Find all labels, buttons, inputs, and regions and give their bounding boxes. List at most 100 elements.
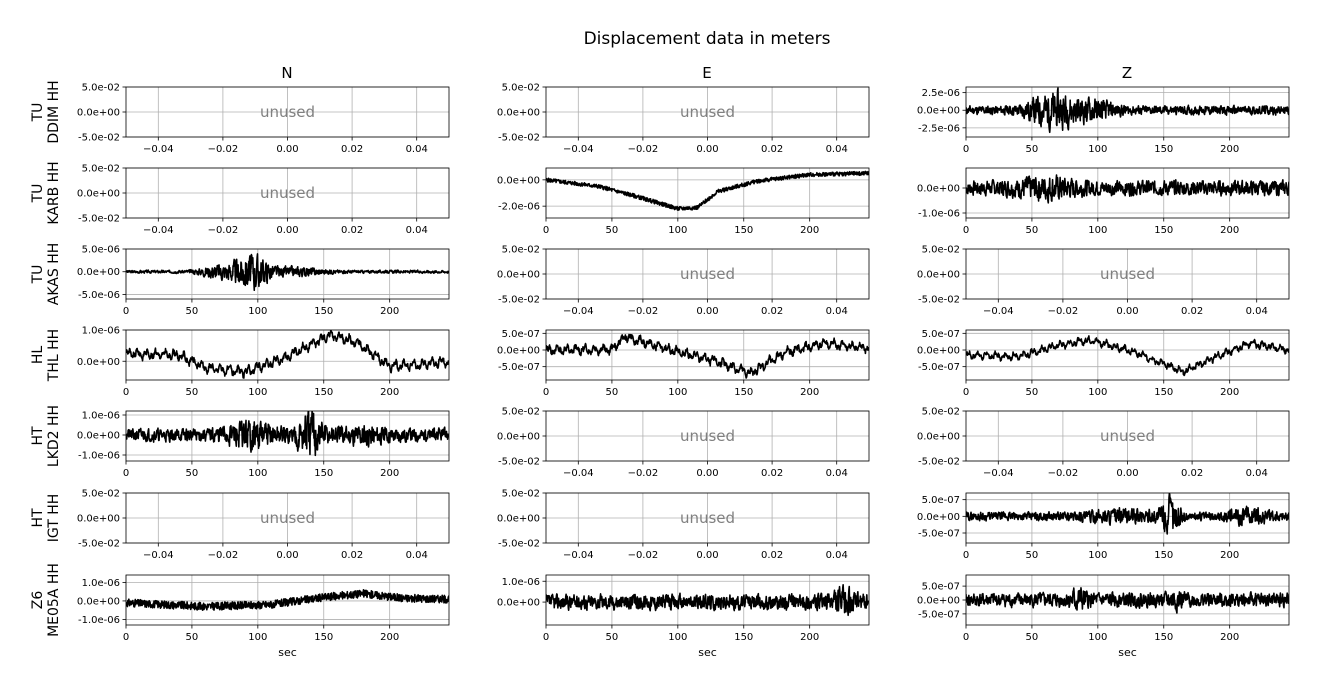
y-tick-label: 0.0e+00 xyxy=(77,431,120,442)
unused-label: unused xyxy=(260,184,315,202)
y-tick-label: 5.0e-07 xyxy=(922,582,960,593)
y-tick-label: 0.0e+00 xyxy=(917,106,960,117)
x-tick-label: 50 xyxy=(606,632,619,643)
y-tick-label: -5.0e-02 xyxy=(498,295,540,306)
y-tick-label: -5.0e-02 xyxy=(78,214,120,225)
x-tick-label: 0.04 xyxy=(826,468,848,479)
row-label-0: TU DDIM HH xyxy=(30,80,62,143)
panel-me05a-e: 0 50 100 150 200 1.0e-06 0.0e+00 sec xyxy=(497,574,870,659)
x-tick-label: 0.02 xyxy=(1181,468,1203,479)
row-network-label: Z6 xyxy=(30,591,46,610)
x-tick-label: 200 xyxy=(800,387,819,398)
y-tick-label: 0.0e+00 xyxy=(917,184,960,195)
x-tick-label: 150 xyxy=(1154,550,1173,561)
waveform-trace xyxy=(126,253,449,292)
x-tick-label: 200 xyxy=(1220,387,1239,398)
x-tick-label: 0.02 xyxy=(761,468,783,479)
x-tick-label: 0.00 xyxy=(276,550,298,561)
panel-me05a-z: 0 50 100 150 200 5.0e-07 0.0e+00 -5.0e-07 sec xyxy=(917,574,1290,659)
x-tick-label: −0.02 xyxy=(1048,306,1079,317)
x-tick-label: 50 xyxy=(1026,632,1039,643)
row-station-label: KARB HH xyxy=(46,161,62,224)
row-station-label: IGT HH xyxy=(46,494,62,543)
x-tick-label: 0 xyxy=(123,632,129,643)
y-tick-label: 0.0e+00 xyxy=(497,175,540,186)
panel-ddim-n: −0.04 −0.02 0.00 0.02 0.04 5.0e-02 0.0e+00 -5.0… xyxy=(77,83,450,155)
y-tick-label: -5.0e-07 xyxy=(918,529,960,540)
y-tick-label: -5.0e-02 xyxy=(78,133,120,144)
panel-igt-n: −0.04 −0.02 0.00 0.02 0.04 5.0e-02 0.0e+00 -5.0… xyxy=(77,489,450,561)
panel-frame xyxy=(125,86,450,138)
x-tick-label: −0.04 xyxy=(983,306,1014,317)
x-tick-label: 150 xyxy=(314,632,333,643)
x-tick-label: −0.02 xyxy=(208,550,239,561)
x-tick-label: 200 xyxy=(380,387,399,398)
x-tick-label: 0.00 xyxy=(696,306,718,317)
x-tick-label: 50 xyxy=(1026,550,1039,561)
row-network-label: HL xyxy=(30,346,46,365)
x-tick-label: 0.00 xyxy=(1116,468,1138,479)
x-tick-label: 100 xyxy=(248,306,267,317)
y-tick-label: 5.0e-02 xyxy=(82,489,120,500)
row-station-label: DDIM HH xyxy=(46,80,62,143)
panel-frame xyxy=(965,167,1290,219)
x-tick-label: 200 xyxy=(1220,550,1239,561)
waveform-trace xyxy=(546,333,869,379)
panel-frame xyxy=(965,86,1290,138)
x-tick-label: 0 xyxy=(123,306,129,317)
y-tick-label: 5.0e-07 xyxy=(922,495,960,506)
panel-frame xyxy=(545,86,870,138)
panel-thl-n: 0 50 100 150 200 1.0e-06 0.0e+00 xyxy=(77,326,450,398)
y-tick-label: -5.0e-02 xyxy=(498,133,540,144)
y-tick-label: 0.0e+00 xyxy=(497,432,540,443)
row-label-4: HT LKD2 HH xyxy=(30,405,62,467)
panel-karb-z: 0 50 100 150 200 0.0e+00 -1.0e-06 xyxy=(917,167,1290,236)
waveform-trace xyxy=(126,330,449,379)
row-station-label: AKAS HH xyxy=(46,243,62,305)
x-tick-label: 200 xyxy=(1220,144,1239,155)
y-tick-label: 5.0e-07 xyxy=(502,329,540,340)
y-tick-label: 0.0e+00 xyxy=(77,267,120,278)
x-tick-label: 50 xyxy=(1026,144,1039,155)
y-tick-label: 5.0e-02 xyxy=(922,407,960,418)
x-tick-label: 100 xyxy=(248,468,267,479)
waveform-trace xyxy=(546,170,869,211)
x-tick-label: 50 xyxy=(186,306,199,317)
x-tick-label: 0.04 xyxy=(826,306,848,317)
panel-frame xyxy=(965,410,1290,462)
row-label-1: TU KARB HH xyxy=(30,161,62,224)
x-tick-label: 100 xyxy=(668,387,687,398)
panel-ddim-z: 0 50 100 150 200 2.5e-06 0.0e+00 -2.5e-06 xyxy=(917,86,1290,155)
panel-akas-e: −0.04 −0.02 0.00 0.02 0.04 5.0e-02 0.0e+00 -5.0… xyxy=(497,245,870,317)
y-tick-label: 1.0e-06 xyxy=(502,577,540,588)
unused-label: unused xyxy=(260,509,315,527)
row-label-2: TU AKAS HH xyxy=(30,243,62,305)
panel-karb-n: −0.04 −0.02 0.00 0.02 0.04 5.0e-02 0.0e+00 -5.0… xyxy=(77,164,450,236)
x-tick-label: 0 xyxy=(123,468,129,479)
x-tick-label: −0.04 xyxy=(563,306,594,317)
x-tick-label: 100 xyxy=(668,225,687,236)
y-tick-label: 0.0e+00 xyxy=(497,346,540,357)
unused-label: unused xyxy=(680,103,735,121)
x-tick-label: 200 xyxy=(1220,225,1239,236)
column-title-n: N xyxy=(281,64,292,82)
x-tick-label: 0.02 xyxy=(761,144,783,155)
y-tick-label: 2.5e-06 xyxy=(922,88,960,99)
panel-frame xyxy=(545,492,870,544)
x-tick-label: 50 xyxy=(186,468,199,479)
panel-lkd2-n: 0 50 100 150 200 1.0e-06 0.0e+00 -1.0e-06 xyxy=(77,411,450,479)
y-tick-label: 0.0e+00 xyxy=(497,598,540,609)
x-tick-label: 50 xyxy=(606,387,619,398)
figure-title: Displacement data in meters xyxy=(584,29,831,49)
waveform-trace xyxy=(966,335,1289,377)
y-tick-label: 5.0e-06 xyxy=(82,245,120,256)
x-tick-label: 0.02 xyxy=(761,306,783,317)
panel-thl-e: 0 50 100 150 200 5.0e-07 0.0e+00 -5.0e-07 xyxy=(497,329,870,398)
x-tick-label: −0.04 xyxy=(143,550,174,561)
x-tick-label: 0.04 xyxy=(1246,468,1268,479)
panel-akas-n: 0 50 100 150 200 5.0e-06 0.0e+00 -5.0e-06 xyxy=(77,245,450,317)
column-title-e: E xyxy=(702,64,711,82)
row-label-3: HL THL HH xyxy=(30,329,62,382)
unused-label: unused xyxy=(1100,265,1155,283)
